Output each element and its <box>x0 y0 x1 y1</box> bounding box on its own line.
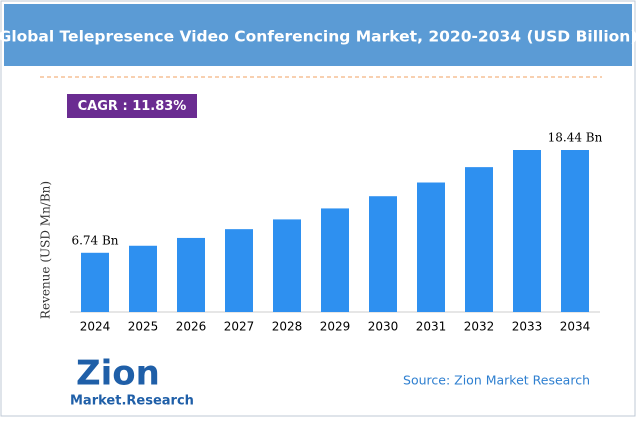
bar <box>81 252 109 312</box>
bar <box>561 150 589 312</box>
x-tick-label: 2025 <box>128 320 159 334</box>
bar <box>321 208 349 312</box>
logo-name: Zion <box>76 354 160 394</box>
x-tick-label: 2033 <box>512 320 543 334</box>
x-tick-label: 2026 <box>176 320 207 334</box>
bar <box>513 150 541 312</box>
x-tick-label: 2028 <box>272 320 303 334</box>
chart-title: Global Telepresence Video Conferencing M… <box>0 28 636 46</box>
bar <box>273 219 301 312</box>
cagr-box <box>67 94 197 118</box>
x-tick-label: 2034 <box>560 320 591 334</box>
bar <box>369 196 397 312</box>
bar <box>417 182 445 312</box>
value-label: 18.44 Bn <box>548 131 603 145</box>
x-tick-label: 2029 <box>320 320 351 334</box>
source: Source: Zion Market Research <box>403 373 590 388</box>
x-tick-label: 2030 <box>368 320 399 334</box>
bar <box>129 245 157 312</box>
x-tick-label: 2031 <box>416 320 447 334</box>
value-label: 6.74 Bn <box>71 233 118 247</box>
x-tick-label: 2027 <box>224 320 255 334</box>
header <box>4 4 632 66</box>
bar <box>177 237 205 312</box>
y-axis-label: Revenue (USD Mn/Bn) <box>39 181 53 319</box>
cagr-label: CAGR : 11.83% <box>78 99 187 114</box>
logo-tagline: Market.Research <box>70 394 194 409</box>
x-tick-label: 2032 <box>464 320 495 334</box>
bar <box>225 229 253 312</box>
x-tick-label: 2024 <box>80 320 111 334</box>
bar <box>465 167 493 312</box>
